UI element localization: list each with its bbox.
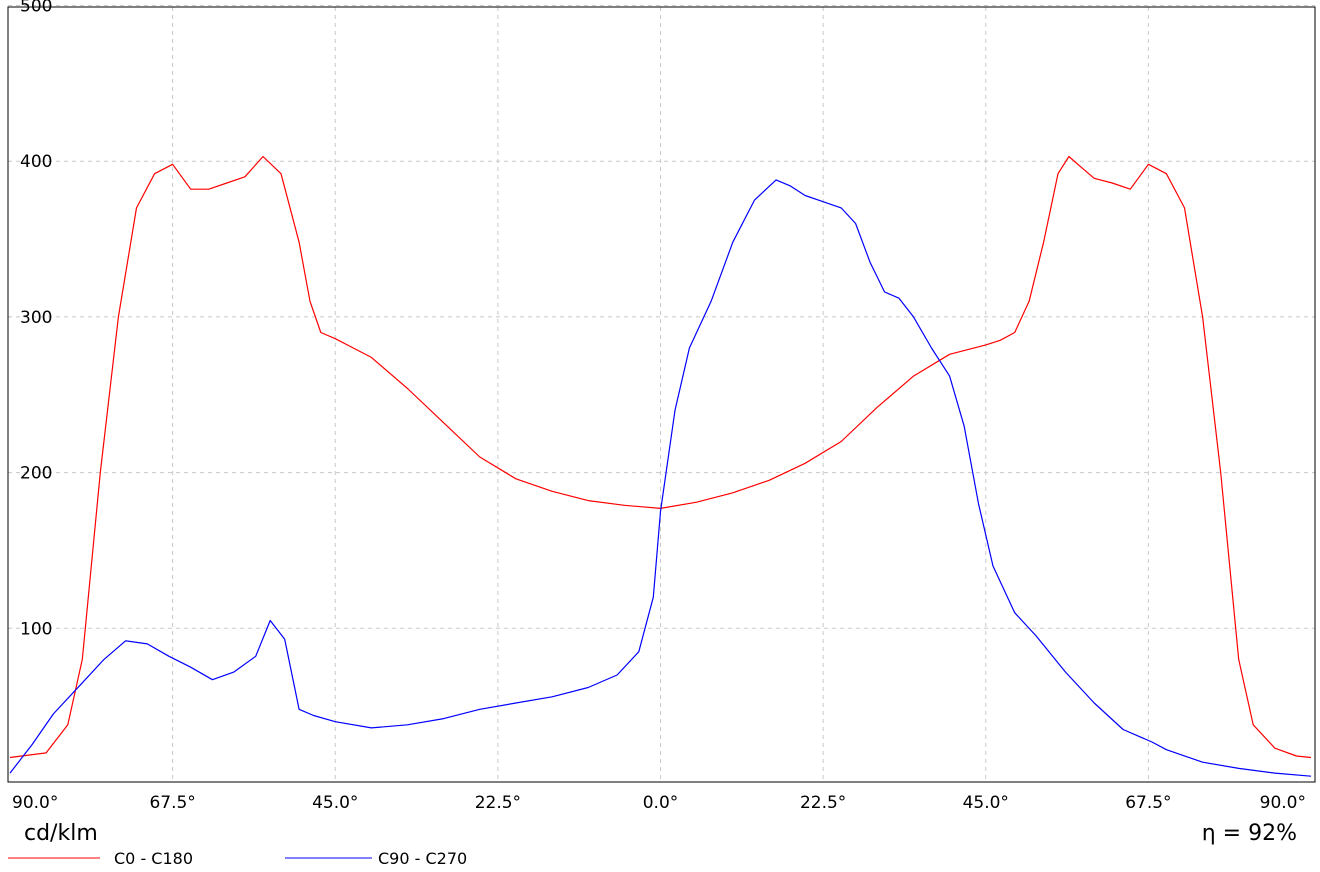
x-tick-label: 0.0°: [643, 793, 679, 813]
x-tick-label: 90.0°: [1260, 793, 1306, 813]
y-unit-label: cd/klm: [24, 821, 98, 846]
x-tick-label: 67.5°: [1125, 793, 1171, 813]
grid: [8, 5, 1315, 782]
legend-label-c90-c270: C90 - C270: [378, 849, 467, 868]
plot-frame: [7, 6, 1316, 783]
x-tick-label: 22.5°: [800, 793, 846, 813]
y-tick-label: 500: [20, 0, 52, 17]
x-tick-label: 45.0°: [963, 793, 1009, 813]
x-tick-label: 45.0°: [312, 793, 358, 813]
x-tick-label: 22.5°: [475, 793, 521, 813]
x-tick-label: 90.0°: [12, 793, 58, 813]
y-axis-ticks: 100 200 300 400 500: [20, 0, 52, 639]
x-tick-label: 67.5°: [149, 793, 195, 813]
y-tick-label: 100: [20, 619, 52, 639]
legend: C0 - C180 C90 - C270: [8, 849, 467, 868]
y-tick-label: 300: [20, 308, 52, 328]
series-line-c0-c180: [9, 155, 1312, 759]
series-layer: [9, 155, 1312, 777]
y-tick-label: 400: [20, 152, 52, 172]
y-tick-label: 200: [20, 464, 52, 484]
x-axis-ticks: 90.0° 67.5° 45.0° 22.5° 0.0° 22.5° 45.0° 67.5° 9…: [12, 793, 1306, 813]
efficiency-label: η = 92%: [1202, 821, 1297, 846]
series-line-c90-c270: [9, 179, 1312, 777]
legend-label-c0-c180: C0 - C180: [114, 849, 193, 868]
